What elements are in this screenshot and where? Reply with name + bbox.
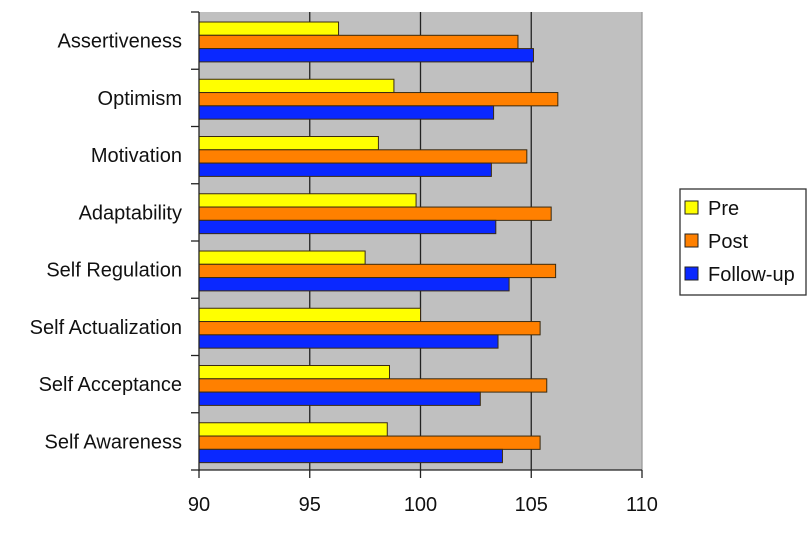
category-labels: Assertiveness Optimism Motivation Adaptabil… — [30, 31, 182, 454]
x-tick-label: 100 — [404, 494, 437, 516]
category-label: Self Regulation — [46, 260, 182, 282]
legend-swatch — [684, 233, 699, 248]
bar-post-self-regulation — [198, 263, 557, 279]
bar-follow-up-optimism — [198, 105, 495, 120]
bar-post-self-awareness — [198, 435, 541, 450]
bar-pre-assertiveness — [198, 21, 340, 36]
bars — [198, 21, 559, 464]
category-label: Self Actualization — [30, 317, 182, 339]
legend-label: Post — [708, 231, 748, 253]
bar-follow-up-adaptability — [198, 219, 497, 235]
bar-post-adaptability — [198, 206, 552, 221]
bar-pre-motivation — [198, 136, 379, 151]
category-label: Adaptability — [79, 202, 182, 224]
category-label: Optimism — [98, 88, 182, 110]
bar-follow-up-self-acceptance — [198, 391, 481, 406]
category-label: Self Awareness — [45, 431, 183, 453]
bar-follow-up-self-regulation — [198, 277, 510, 292]
bar-follow-up-motivation — [198, 162, 492, 177]
legend-label: Pre — [708, 198, 739, 220]
bar-follow-up-self-actualization — [198, 334, 499, 349]
bar-post-self-acceptance — [198, 378, 548, 393]
legend-label: Follow-up — [708, 264, 795, 286]
bar-pre-self-acceptance — [198, 365, 390, 380]
x-tick-label: 95 — [299, 494, 321, 516]
bar-post-motivation — [198, 149, 528, 164]
bar-post-optimism — [198, 92, 559, 107]
category-label: Assertiveness — [58, 31, 183, 53]
bar-follow-up-self-awareness — [198, 448, 503, 464]
bar-post-assertiveness — [198, 34, 519, 50]
legend: Pre Post Follow-up — [679, 188, 807, 296]
x-tick-label: 90 — [188, 494, 210, 516]
bar-pre-self-regulation — [198, 250, 366, 265]
legend-swatch — [684, 200, 699, 215]
category-label: Motivation — [91, 145, 182, 167]
legend-box — [679, 188, 807, 296]
legend-swatch — [684, 266, 699, 281]
bar-pre-optimism — [198, 78, 395, 94]
bar-pre-adaptability — [198, 193, 417, 208]
axes — [191, 11, 643, 478]
x-tick-labels: 90 95 100 105 110 — [188, 494, 658, 516]
bar-post-self-actualization — [198, 321, 541, 336]
bar-pre-self-awareness — [198, 422, 388, 437]
category-label: Self Acceptance — [39, 374, 182, 396]
bar-follow-up-assertiveness — [198, 48, 534, 63]
bar-pre-self-actualization — [198, 307, 421, 323]
x-tick-label: 105 — [515, 494, 548, 516]
x-tick-label: 110 — [626, 494, 658, 516]
